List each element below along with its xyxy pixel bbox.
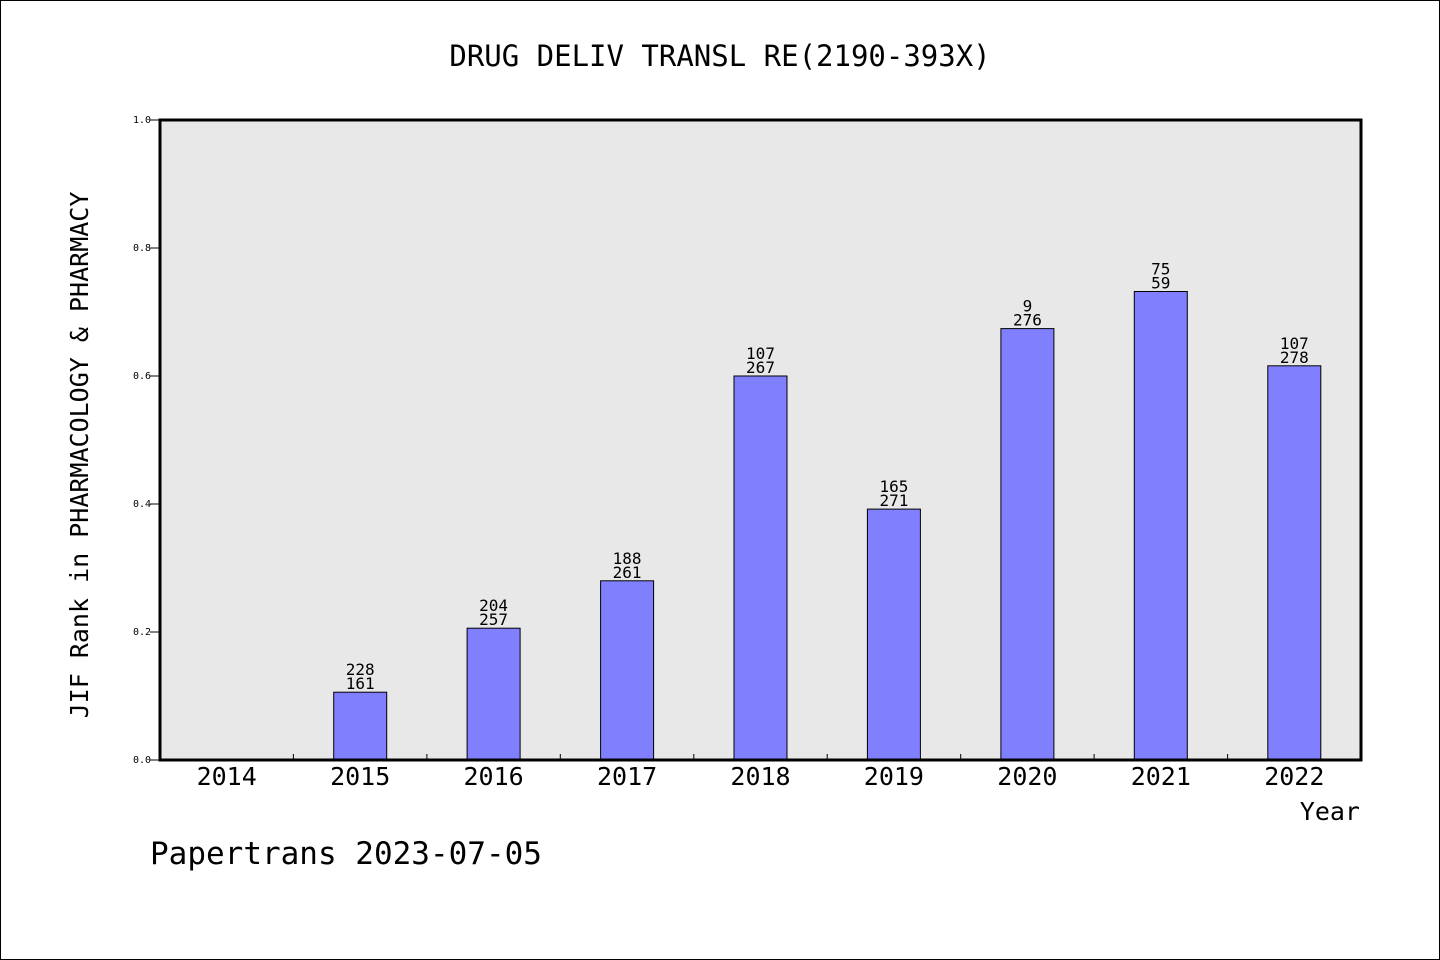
bar-rank-label-2016: 204: [479, 596, 508, 615]
bar-total-label-2015: 161: [346, 674, 375, 693]
bar-rank-label-2021: 75: [1151, 260, 1170, 279]
bar-total-label-2017: 261: [613, 563, 642, 582]
bar-total-label-2021: 59: [1151, 274, 1170, 293]
bars-group: [333, 291, 1322, 761]
chart-title: DRUG DELIV TRANSL RE(2190-393X): [449, 39, 990, 73]
bar-rank-label-2022: 107: [1280, 334, 1309, 353]
bar-2020: [1000, 328, 1055, 761]
bar-2019: [866, 508, 921, 761]
bar-total-label-2018: 267: [746, 358, 775, 377]
x-tick-label-2015: 2015: [330, 762, 390, 791]
bar-2022: [1267, 365, 1322, 761]
x-axis-ticks: 2014 2015 2016 2017 2018 2019 2020 2021 2022: [197, 754, 1324, 791]
y-tick-label-0.2: 0.2: [133, 627, 151, 638]
bar-total-label-2019: 271: [879, 491, 908, 510]
x-tick-label-2019: 2019: [864, 762, 924, 791]
x-tick-label-2022: 2022: [1264, 762, 1324, 791]
bar-total-label-2016: 257: [479, 610, 508, 629]
bar-labels-group: 2281612042571882611072671652719276755910…: [346, 260, 1309, 694]
x-tick-label-2014: 2014: [197, 762, 257, 791]
x-tick-label-2018: 2018: [730, 762, 790, 791]
bar-rank-label-2017: 188: [613, 549, 642, 568]
plot-border: [158, 118, 1363, 762]
bar-rank-label-2020: 9: [1023, 297, 1033, 316]
bar-2018: [733, 375, 788, 761]
x-tick-label-2016: 2016: [463, 762, 523, 791]
bar-rank-label-2015: 228: [346, 660, 375, 679]
bar-2016: [466, 627, 521, 761]
footer-text: Papertrans 2023-07-05: [150, 836, 542, 872]
bar-rank-label-2019: 165: [879, 477, 908, 496]
y-axis-label: JIF Rank in PHARMACOLOGY & PHARMACY: [65, 192, 94, 719]
bar-total-label-2020: 276: [1013, 311, 1042, 330]
y-tick-label-0.0: 0.0: [133, 755, 151, 766]
y-tick-label-1.0: 1.0: [133, 115, 151, 126]
bar-2017: [600, 580, 655, 761]
bar-total-label-2022: 278: [1280, 348, 1309, 367]
y-tick-label-0.8: 0.8: [133, 243, 151, 254]
y-axis-ticks: 0.0 0.2 0.4 0.6 0.8 1.0: [133, 115, 160, 766]
bar-2021: [1133, 291, 1188, 761]
x-axis-label: Year: [1300, 797, 1360, 826]
y-tick-label-0.4: 0.4: [133, 499, 151, 510]
bar-2015: [333, 691, 388, 761]
y-tick-label-0.6: 0.6: [133, 371, 151, 382]
x-tick-label-2017: 2017: [597, 762, 657, 791]
x-tick-label-2021: 2021: [1131, 762, 1191, 791]
bar-rank-label-2018: 107: [746, 344, 775, 363]
x-tick-label-2020: 2020: [997, 762, 1057, 791]
